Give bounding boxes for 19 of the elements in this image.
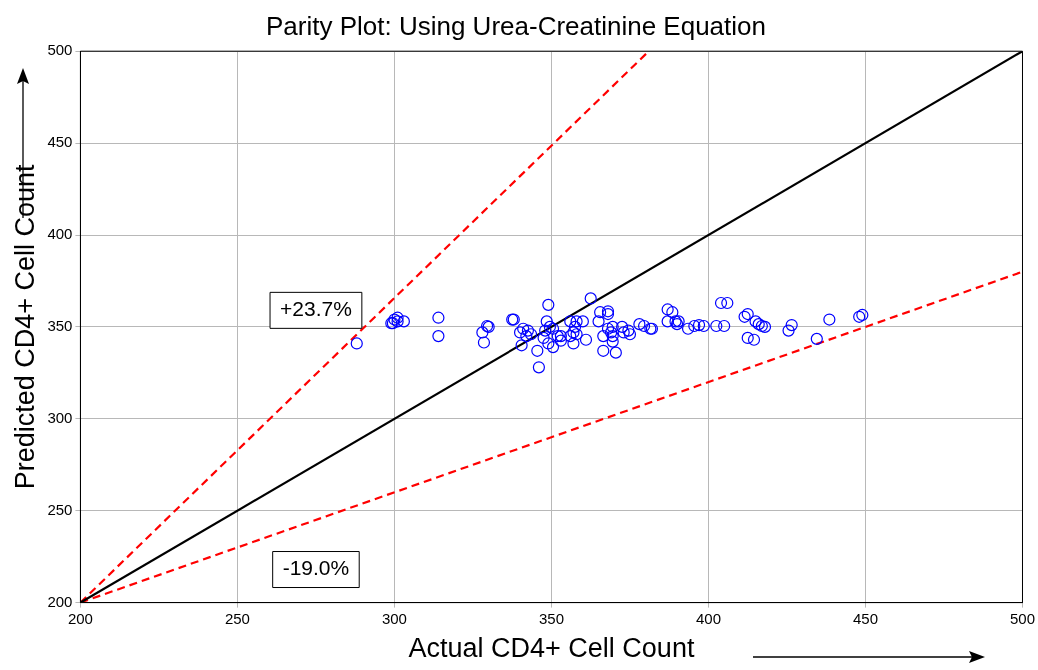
y-tick-label: 500: [47, 41, 73, 59]
y-tick-label: 350: [47, 317, 73, 335]
chart-title: Parity Plot: Using Urea-Creatinine Equation: [265, 10, 767, 41]
x-tick-label: 400: [695, 609, 721, 627]
x-tick-label: 300: [381, 609, 407, 627]
annotation: +23.7%: [280, 297, 352, 321]
x-tick-label: 200: [67, 609, 93, 627]
annotation: -19.0%: [282, 556, 350, 580]
y-tick-label: 250: [47, 500, 73, 518]
y-tick-label: 300: [47, 408, 73, 426]
x-tick-label: 250: [224, 609, 250, 627]
y-axis-title: Predicted CD4+ Cell Count: [9, 163, 40, 490]
x-tick-label: 450: [852, 609, 878, 627]
x-tick-label: 500: [1009, 609, 1035, 627]
y-tick-label: 450: [47, 133, 73, 151]
y-tick-label: 400: [47, 225, 73, 243]
x-axis-title: Actual CD4+ Cell Count: [408, 633, 695, 664]
x-tick-label: 350: [538, 609, 564, 627]
y-tick-label: 200: [47, 592, 73, 610]
